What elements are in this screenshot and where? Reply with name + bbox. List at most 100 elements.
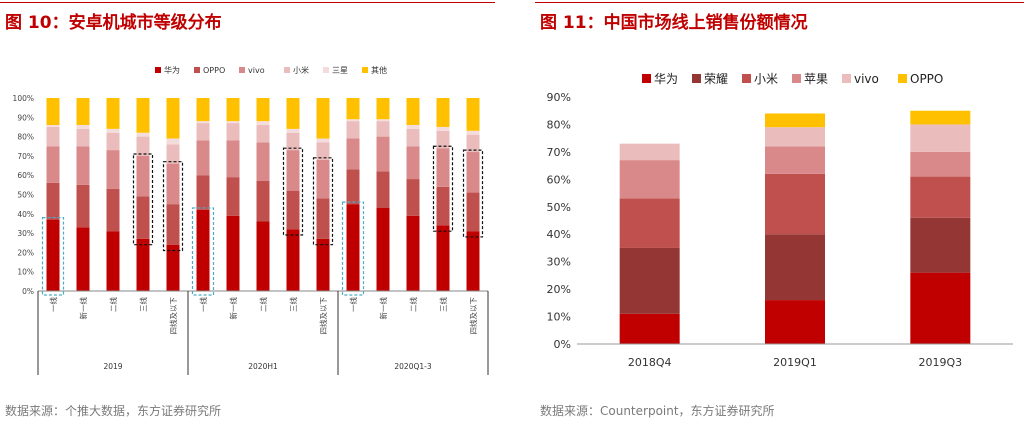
y-tick-label: 40%	[17, 210, 34, 219]
bar-segment	[136, 98, 150, 133]
bar-segment	[436, 225, 450, 291]
bar-segment	[910, 151, 971, 177]
bar-segment	[46, 125, 60, 127]
y-tick-label: 40%	[547, 228, 571, 241]
bar-segment	[286, 150, 300, 191]
bar-segment	[106, 231, 120, 291]
bar-segment	[436, 98, 450, 127]
legend-label: 小米	[754, 72, 778, 86]
bar-segment	[76, 125, 90, 129]
bar-segment	[406, 128, 420, 147]
highlight-box-blue	[41, 216, 65, 296]
x-tick-label: 一线	[48, 297, 58, 312]
bar-segment	[406, 179, 420, 216]
legend-label: 荣耀	[704, 72, 728, 86]
bar-segment	[316, 142, 330, 160]
bar-segment	[436, 186, 450, 226]
bar-segment	[256, 180, 270, 222]
bar-segment	[436, 126, 450, 131]
bar-segment	[166, 204, 180, 245]
y-tick-label: 90%	[17, 113, 34, 122]
bar-segment	[346, 169, 360, 205]
legend-swatch	[239, 67, 245, 73]
bar-segment	[256, 121, 270, 126]
y-tick-label: 70%	[17, 152, 34, 161]
bar-segment	[136, 136, 150, 156]
legend-label: 三星	[332, 66, 348, 75]
bar-segment	[136, 196, 150, 239]
y-tick-label: 0%	[22, 287, 34, 296]
highlight-box-black	[312, 157, 334, 246]
bar-segment	[106, 132, 120, 151]
bar-segment	[765, 234, 825, 301]
bar-segment	[376, 171, 390, 209]
legend-swatch	[692, 74, 701, 83]
legend-swatch	[898, 74, 907, 83]
bar-segment	[910, 110, 971, 125]
y-tick-label: 80%	[17, 133, 34, 142]
bar-segment	[256, 98, 270, 122]
bar-segment	[910, 217, 971, 273]
highlight-box-blue	[191, 207, 215, 296]
bar-segment	[765, 113, 825, 128]
legend-swatch	[323, 67, 329, 73]
y-tick-label: 0%	[554, 338, 571, 351]
bar-segment	[910, 272, 971, 344]
bar-segment	[765, 300, 825, 344]
bar-segment	[619, 160, 680, 199]
y-tick-label: 50%	[17, 191, 34, 200]
x-tick-label: 三线	[288, 297, 298, 312]
bar-segment	[106, 98, 120, 129]
bar-segment	[376, 136, 390, 172]
legend-swatch	[742, 74, 751, 83]
group-label: 2020Q1-3	[394, 362, 431, 371]
legend-label: 华为	[164, 65, 180, 75]
legend-swatch	[792, 74, 801, 83]
x-tick-label: 四线及以下	[318, 297, 328, 335]
y-tick-label: 20%	[547, 283, 571, 296]
x-tick-label: 2019Q3	[919, 356, 963, 369]
bar-segment	[406, 98, 420, 126]
bar-segment	[376, 121, 390, 137]
y-tick-label: 50%	[547, 201, 571, 214]
bar-segment	[346, 204, 360, 291]
bar-segment	[466, 134, 480, 153]
bar-segment	[346, 98, 360, 120]
legend-swatch	[284, 67, 290, 73]
bar-segment	[286, 128, 300, 133]
bar-segment	[316, 98, 330, 139]
bar-segment	[76, 146, 90, 185]
bar-segment	[76, 98, 90, 126]
bar-segment	[466, 152, 480, 193]
bar-segment	[196, 123, 210, 141]
highlight-box-black	[462, 149, 484, 238]
bar-segment	[136, 132, 150, 137]
legend-swatch	[642, 74, 651, 83]
bar-segment	[286, 229, 300, 291]
y-tick-label: 20%	[17, 248, 34, 257]
highlight-box-black	[432, 145, 454, 232]
y-tick-label: 70%	[547, 146, 571, 159]
y-tick-label: 10%	[547, 311, 571, 324]
y-tick-label: 60%	[17, 171, 34, 180]
x-tick-label: 2019Q1	[773, 356, 817, 369]
bar-segment	[46, 126, 60, 147]
bar-segment	[166, 98, 180, 139]
bar-segment	[346, 121, 360, 139]
x-tick-label: 四线及以下	[468, 297, 478, 335]
x-tick-label: 新一线	[378, 297, 388, 320]
bar-segment	[226, 98, 240, 122]
bar-segment	[166, 144, 180, 164]
legend-swatch	[842, 74, 851, 83]
bar-segment	[106, 188, 120, 232]
bar-segment	[765, 127, 825, 147]
bar-segment	[196, 175, 210, 210]
bar-segment	[376, 208, 390, 291]
bar-segment	[316, 159, 330, 199]
bar-segment	[226, 140, 240, 178]
bar-segment	[106, 128, 120, 133]
x-tick-label: 四线及以下	[168, 297, 178, 335]
figure-11-panel: 图 11：中国市场线上销售份额情况 华为 荣耀 小米 苹果 vivo OPPO 0% 10% 2…	[535, 0, 1024, 425]
legend-swatch	[155, 67, 161, 73]
bar-segment	[286, 98, 300, 129]
